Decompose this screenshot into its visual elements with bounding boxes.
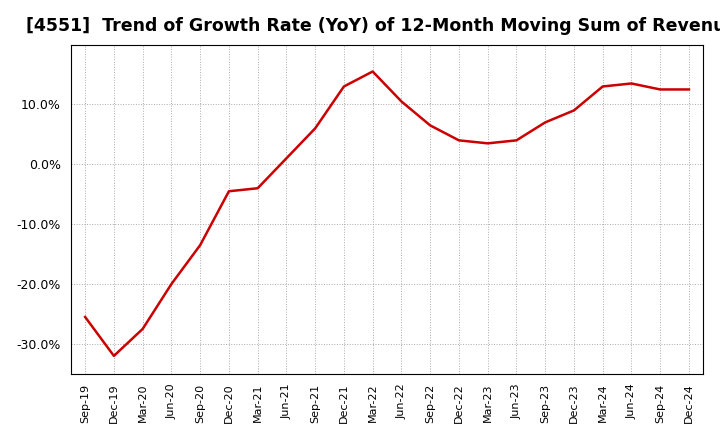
Title: [4551]  Trend of Growth Rate (YoY) of 12-Month Moving Sum of Revenues: [4551] Trend of Growth Rate (YoY) of 12-…	[26, 17, 720, 35]
